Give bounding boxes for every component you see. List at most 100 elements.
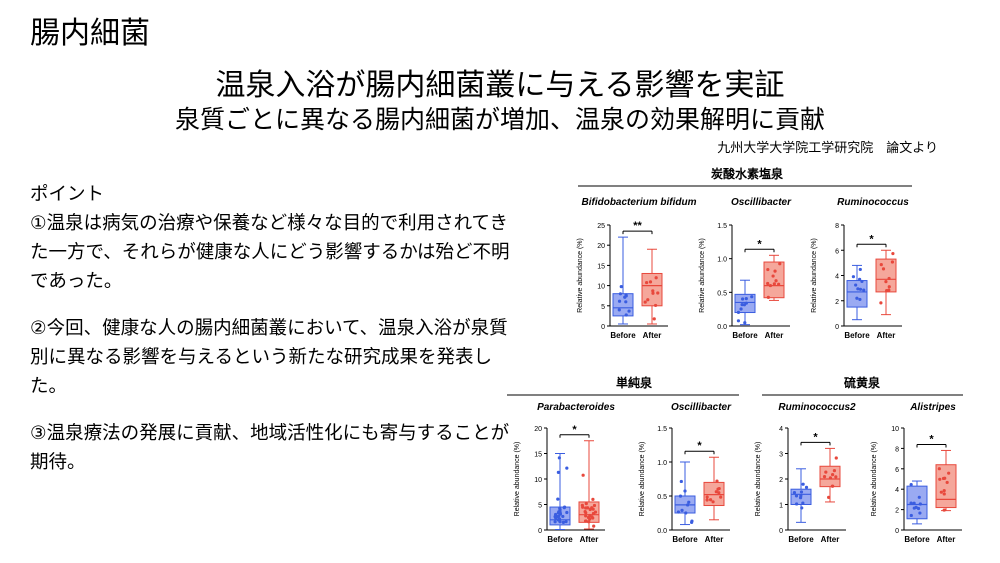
data-point-after (830, 473, 835, 477)
data-point-before (556, 497, 560, 501)
data-point-after (824, 470, 828, 474)
y-tick-label: 0 (895, 528, 899, 535)
data-point-after (588, 517, 592, 521)
data-point-before (918, 511, 922, 515)
data-point-before (792, 490, 797, 495)
y-tick-label: 20 (597, 243, 605, 250)
data-point-after (646, 298, 650, 302)
data-point-before (619, 285, 623, 289)
x-category-label: Before (732, 331, 758, 340)
data-point-after (643, 300, 647, 304)
data-point-after (651, 291, 655, 295)
data-point-before (800, 506, 804, 510)
data-point-after (584, 506, 588, 510)
point-item-3: ③温泉療法の発展に貢献、地域活性化にも寄与することが期待。 (30, 423, 510, 473)
x-category-label: After (580, 535, 599, 544)
data-point-before (687, 500, 691, 504)
data-point-before (565, 510, 569, 515)
y-axis-label: Relative abundance (%) (871, 442, 878, 517)
x-category-label: After (877, 331, 896, 340)
data-point-before (909, 501, 913, 505)
data-point-after (715, 479, 719, 483)
data-point-after (891, 252, 895, 256)
data-point-before (801, 482, 805, 486)
data-point-before (860, 279, 864, 284)
x-category-label: After (821, 535, 840, 544)
data-point-after (766, 281, 770, 286)
y-tick-label: 0 (538, 528, 542, 535)
group-label-sulfur: 硫黄泉 (844, 375, 881, 390)
data-point-before (912, 501, 916, 505)
panel-title: Bifidobacterium bifidum (582, 197, 697, 208)
data-point-after (590, 506, 594, 510)
y-axis-label: Relative abundance (%) (577, 238, 584, 313)
data-point-before (854, 283, 858, 287)
data-point-before (627, 309, 631, 313)
data-point-after (881, 267, 886, 271)
y-tick-label: 0 (779, 528, 783, 535)
y-tick-label: 0.0 (717, 324, 727, 331)
data-point-before (617, 308, 621, 312)
points-heading: ポイント (30, 184, 105, 205)
panel-title: Oscillibacter (731, 197, 792, 208)
data-point-after (766, 295, 770, 299)
y-tick-label: 20 (534, 426, 542, 433)
data-point-after (654, 276, 658, 280)
y-tick-label: 10 (597, 284, 605, 291)
significance-marker: * (757, 238, 762, 250)
data-point-after (827, 495, 831, 499)
significance-marker: * (869, 233, 874, 245)
data-point-after (584, 519, 588, 523)
section-title: 腸内細菌 (30, 16, 150, 51)
data-point-after (584, 502, 588, 506)
data-point-after (645, 280, 649, 285)
data-point-after (822, 474, 827, 479)
data-point-before (683, 489, 687, 493)
data-point-before (680, 508, 684, 512)
significance-marker: * (697, 440, 702, 452)
data-point-after (773, 269, 777, 273)
y-tick-label: 1 (779, 503, 783, 510)
significance-marker: * (572, 424, 577, 436)
data-point-before (555, 514, 560, 519)
main-title: 温泉入浴が腸内細菌叢に与える影響を実証 (215, 68, 785, 103)
x-category-label: Before (547, 535, 573, 544)
data-point-before (798, 496, 803, 500)
data-point-before (624, 313, 628, 317)
data-point-before (562, 505, 567, 509)
data-point-after (831, 484, 835, 488)
data-point-after (887, 285, 891, 289)
y-tick-label: 10 (534, 477, 542, 484)
data-point-after (938, 477, 942, 481)
data-point-before (678, 494, 683, 498)
data-point-after (580, 503, 584, 507)
data-point-after (832, 469, 837, 473)
data-point-before (750, 295, 754, 299)
data-point-after (581, 473, 585, 477)
y-tick-label: 10 (891, 426, 899, 433)
data-point-after (652, 317, 656, 321)
data-point-before (858, 297, 862, 302)
data-point-before (736, 310, 741, 314)
data-point-before (909, 513, 913, 518)
data-point-before (617, 299, 622, 303)
y-tick-label: 2 (895, 508, 899, 515)
y-tick-label: 2 (779, 477, 783, 484)
y-tick-label: 0.5 (657, 494, 667, 501)
panel-title: Oscillibacter (671, 402, 732, 413)
significance-marker: ** (633, 220, 642, 232)
data-point-before (914, 505, 918, 510)
data-point-before (557, 517, 562, 521)
y-axis-label: Relative abundance (%) (514, 442, 521, 517)
data-point-before (858, 267, 862, 272)
data-point-after (584, 514, 588, 518)
y-tick-label: 2 (835, 299, 839, 306)
data-point-before (858, 277, 862, 281)
data-point-after (653, 303, 658, 308)
panel-title: Alistripes (909, 402, 956, 413)
data-point-after (714, 490, 718, 494)
data-point-before (862, 288, 866, 292)
data-point-after (711, 500, 715, 504)
data-point-after (651, 289, 655, 293)
x-category-label: Before (904, 535, 930, 544)
